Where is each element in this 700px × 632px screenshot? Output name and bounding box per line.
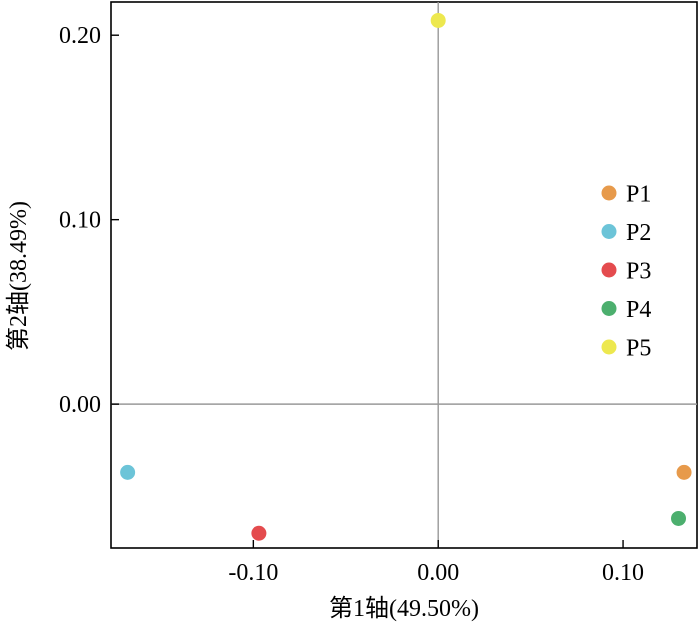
data-point-p5	[430, 12, 446, 28]
legend-label-p5: P5	[626, 336, 651, 362]
y-tick-label: 0.10	[59, 208, 101, 234]
x-tick-label: -0.10	[228, 560, 278, 586]
legend: P1 P2 P3 P4 P5	[601, 182, 651, 362]
legend-label-p1: P1	[626, 182, 651, 208]
legend-marker-p1	[601, 185, 617, 201]
legend-label-p4: P4	[626, 297, 651, 323]
data-point-p2	[120, 464, 136, 480]
y-tick-label: 0.20	[59, 23, 101, 49]
legend-marker-p2	[601, 224, 617, 239]
data-point-p1	[676, 464, 692, 480]
legend-marker-p4	[601, 301, 617, 316]
legend-marker-p5	[601, 339, 617, 355]
x-axis-ticks: -0.10 0.00 0.10	[228, 540, 644, 586]
data-points	[120, 12, 692, 541]
y-tick-label: 0.00	[59, 392, 101, 418]
y-axis-title: 第2轴(38.49%)	[5, 201, 32, 351]
legend-label-p3: P3	[626, 259, 651, 285]
legend-marker-p3	[601, 262, 617, 278]
legend-label-p2: P2	[626, 220, 651, 246]
x-tick-label: 0.00	[417, 560, 459, 586]
data-point-p3	[251, 525, 267, 541]
plot-frame	[110, 1, 698, 549]
x-axis-title: 第1轴(49.50%)	[329, 595, 479, 622]
x-tick-label: 0.10	[602, 560, 644, 586]
data-point-p4	[671, 510, 687, 526]
y-axis-ticks: 0.00 0.10 0.20	[59, 23, 119, 418]
